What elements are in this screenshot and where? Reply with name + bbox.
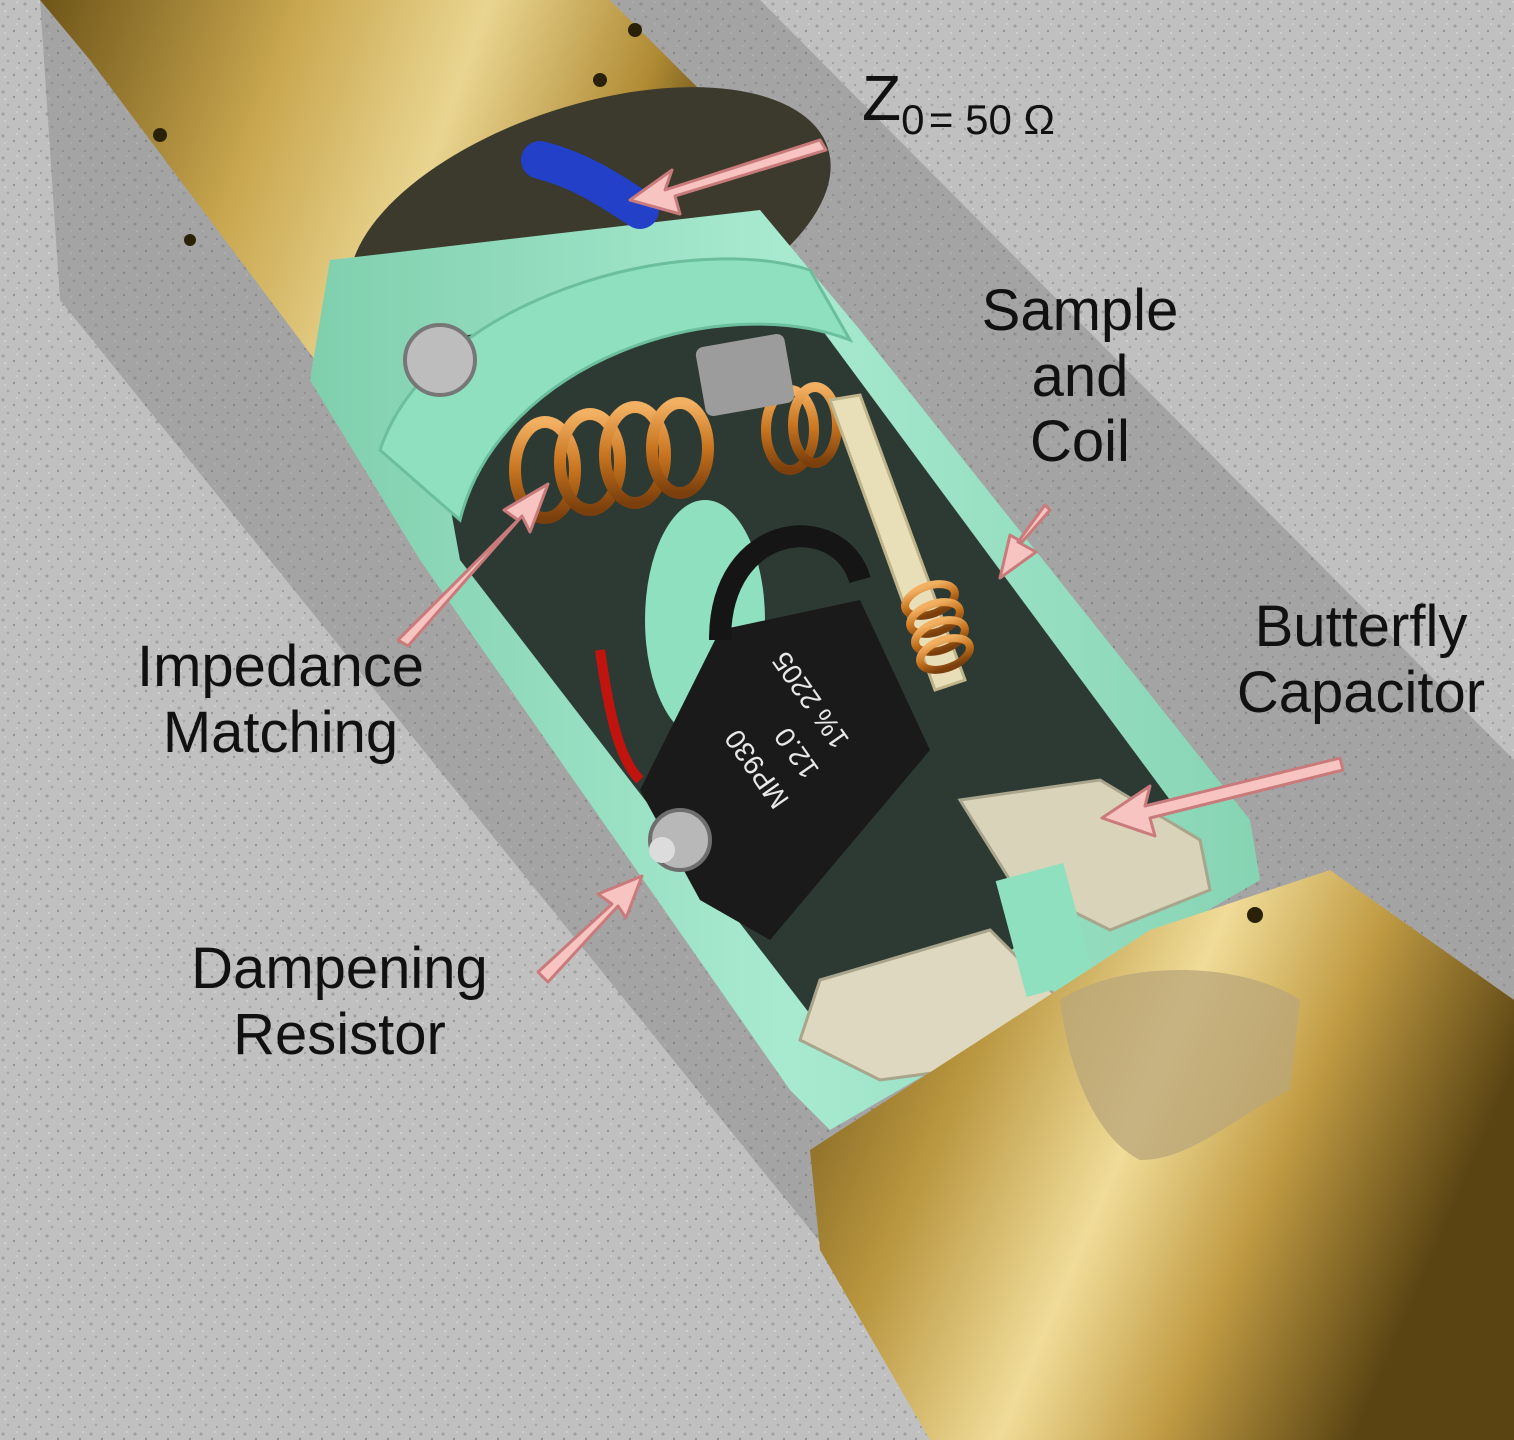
label-line: Butterfly (1254, 594, 1468, 659)
smd-capacitor (695, 333, 795, 417)
brass-tape-patch (1060, 970, 1300, 1160)
blue-cable (521, 141, 659, 229)
z0-subscript: 0 (901, 96, 925, 143)
z0-symbol: Z (862, 62, 902, 134)
dampening-resistor-body: MP930 12.0 1% 2205 (640, 525, 930, 940)
arrow-impedance-matching (396, 482, 550, 648)
label-line: Matching (162, 699, 399, 765)
dampening-resistor-label: Dampening Resistor (182, 936, 497, 1067)
arrow-dampening-resistor (536, 874, 644, 984)
label-line: Capacitor (1236, 659, 1486, 725)
vent-hole (184, 234, 196, 246)
impedance-matching-coil (509, 397, 714, 524)
vent-hole (1247, 907, 1263, 923)
z0-label: Z0 = 50 Ω (862, 62, 1055, 143)
label-line: Dampening (191, 936, 488, 1001)
screw-head (649, 837, 675, 863)
label-line: and (1031, 343, 1129, 409)
sample-coil-label: Sample and Coil (975, 278, 1185, 475)
sample-coil (901, 580, 974, 674)
arrow-butterfly-capacitor (1100, 756, 1345, 838)
impedance-matching-label: Impedance Matching (128, 634, 433, 765)
arrow-z0 (628, 138, 828, 216)
label-line: Sample (981, 278, 1179, 343)
label-line: Resistor (233, 1001, 446, 1067)
vent-hole (593, 73, 607, 87)
butterfly-capacitor-label: Butterfly Capacitor (1226, 594, 1496, 725)
z0-value: = 50 Ω (928, 96, 1055, 143)
red-wire (595, 649, 644, 784)
vent-hole (153, 128, 167, 142)
holder-ring (378, 257, 854, 523)
arrow-sample-coil (998, 503, 1052, 580)
label-line: Coil (1030, 409, 1130, 475)
label-line: Impedance (137, 634, 424, 699)
hex-nut-top (403, 323, 477, 397)
vent-hole (628, 23, 642, 37)
